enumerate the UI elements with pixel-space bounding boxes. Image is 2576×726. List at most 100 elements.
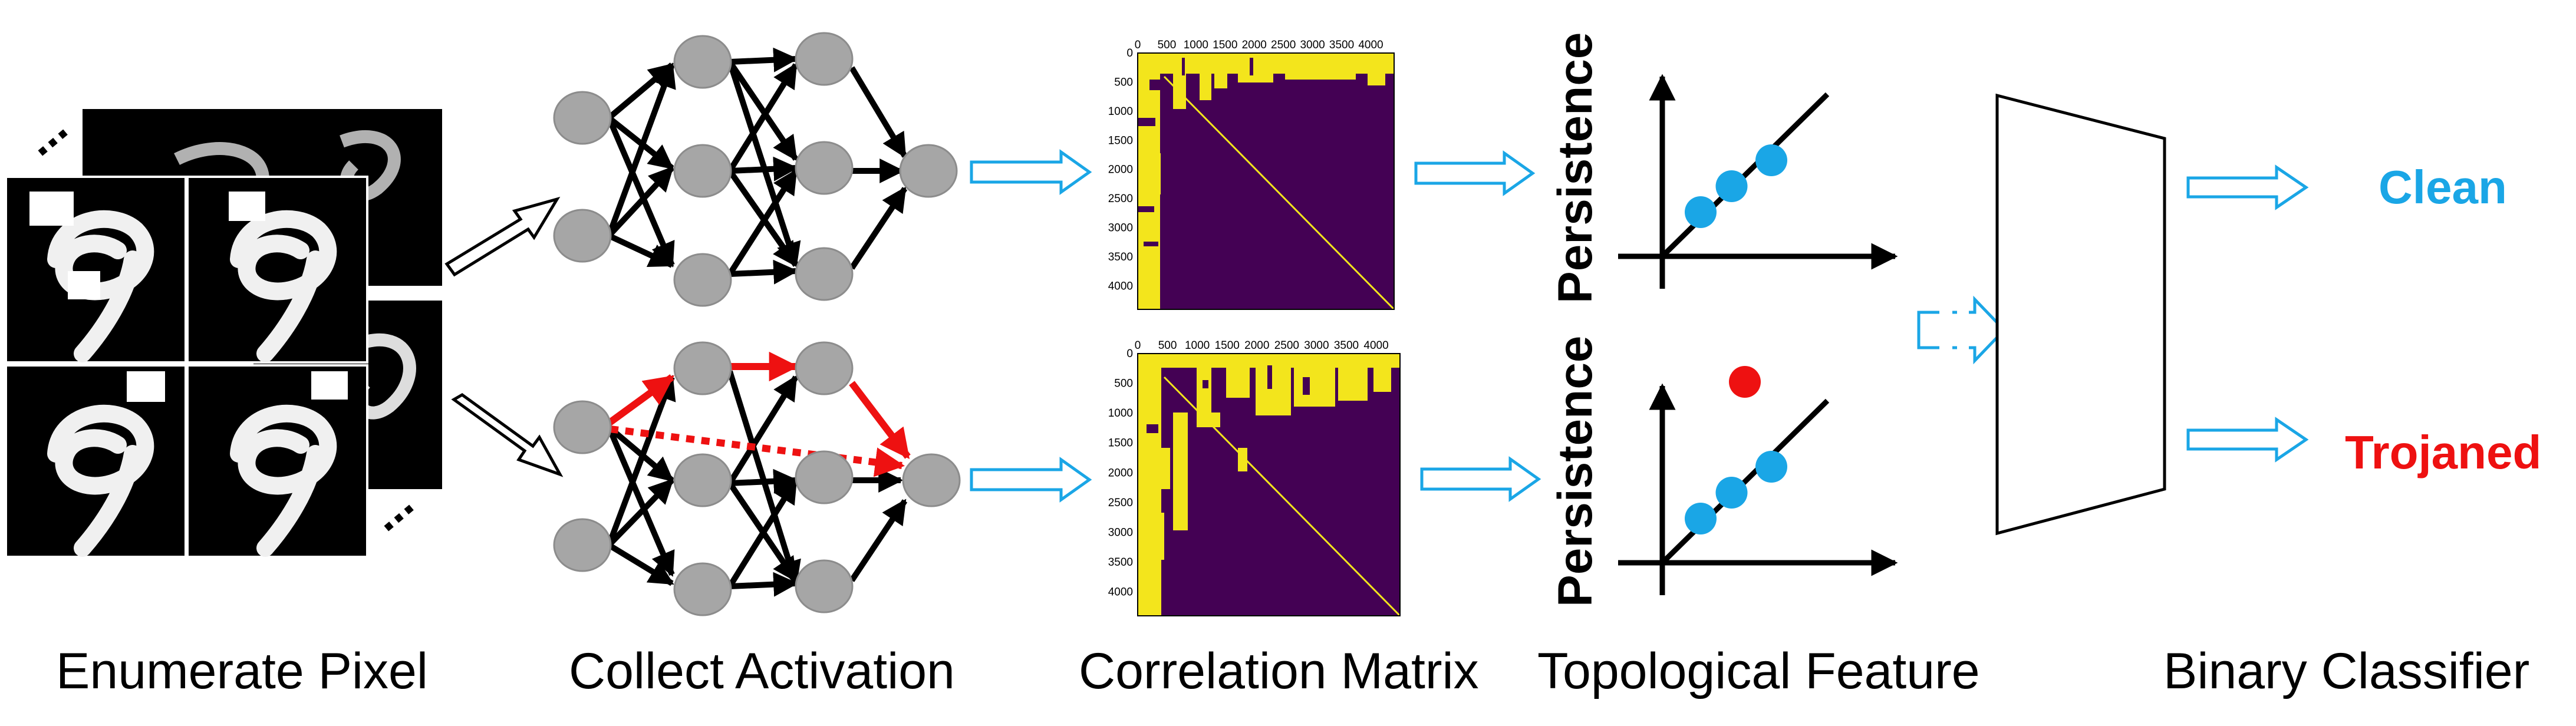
persistence-point-1 xyxy=(1715,170,1748,202)
stage-labels: Enumerate Pixel Collect Activation Corre… xyxy=(56,643,2529,699)
digit-image-bottom-right xyxy=(186,364,368,558)
digit-image-stack: ... ... xyxy=(5,100,442,558)
neuron xyxy=(902,453,961,507)
arrow-to-matrix-bottom xyxy=(970,457,1092,503)
digit-image-bottom-left xyxy=(5,364,187,558)
matrix-top-y-tick-1: 500 xyxy=(1114,76,1133,88)
matrix-bottom-x-tick-3: 1500 xyxy=(1215,339,1240,352)
stage-label-binary-classifier: Binary Classifier xyxy=(2163,643,2529,699)
neuron xyxy=(553,518,612,572)
matrix-top-x-tick-0: 0 xyxy=(1135,39,1141,51)
matrix-bottom-x-tick-4: 2000 xyxy=(1244,339,1269,352)
persistence-point-2 xyxy=(1755,144,1787,176)
arrow-to-topology-bottom xyxy=(1420,456,1541,502)
matrix-top-y-tick-4: 2000 xyxy=(1108,164,1133,176)
persistence-point-0 xyxy=(1685,196,1717,228)
neuron xyxy=(795,32,854,86)
matrix-top-x-tick-4: 2000 xyxy=(1242,39,1267,51)
network-trojaned xyxy=(553,341,961,616)
stage-label-collect-activation: Collect Activation xyxy=(569,643,955,699)
matrix-top-x-tick-5: 2500 xyxy=(1271,39,1296,51)
arrow-to-trojaned xyxy=(2186,417,2309,463)
arrow-to-topology-top xyxy=(1414,150,1536,196)
stage-label-correlation-matrix: Correlation Matrix xyxy=(1079,643,1479,699)
output-clean-label: Clean xyxy=(2379,161,2507,213)
arrow-to-matrix-top xyxy=(970,149,1092,195)
neuron xyxy=(899,144,958,198)
stage-label-enumerate-pixel: Enumerate Pixel xyxy=(56,643,428,699)
matrix-top-y-tick-6: 3000 xyxy=(1108,222,1133,235)
neuron xyxy=(553,400,612,454)
matrix-top-x-tick-1: 500 xyxy=(1158,39,1177,51)
neuron xyxy=(553,91,612,145)
matrix-bottom-y-tick-4: 2000 xyxy=(1108,467,1133,479)
matrix-bottom-y-tick-0: 0 xyxy=(1126,348,1133,360)
arrow-to-classifier xyxy=(1917,295,2007,365)
matrix-bottom-x-tick-2: 1000 xyxy=(1185,339,1210,352)
matrix-bottom-x-tick-0: 0 xyxy=(1135,339,1141,352)
matrix-bottom-y-tick-5: 2500 xyxy=(1108,497,1133,509)
digit-image-top-right xyxy=(186,176,368,364)
matrix-top-x-tick-6: 3000 xyxy=(1300,39,1325,51)
matrix-top-x-tick-2: 1000 xyxy=(1184,39,1208,51)
matrix-bottom-y-tick-1: 500 xyxy=(1114,378,1133,390)
persistence-point-0 xyxy=(1685,503,1717,534)
network-clean xyxy=(553,32,958,307)
persistence-outlier-point-0 xyxy=(1729,366,1761,398)
persistence-diagram-clean: Persistence xyxy=(1549,32,1898,303)
matrix-top-x-tick-7: 3500 xyxy=(1329,39,1354,51)
trigger-patch xyxy=(68,271,100,299)
matrix-bottom-x-tick-1: 500 xyxy=(1158,339,1177,352)
output-trojaned-label: Trojaned xyxy=(2345,426,2541,478)
correlation-matrix-top: 0 500 1000 1500 2000 2500 3000 3500 4000 0 500 100… xyxy=(1108,39,1395,311)
arrow-to-network-top xyxy=(444,196,561,277)
persistence-point-2 xyxy=(1755,451,1787,483)
neuron xyxy=(553,209,612,263)
persistence-diagram-trojaned: Persistence xyxy=(1549,336,1898,607)
matrix-bottom-x-tick-8: 4000 xyxy=(1363,339,1388,352)
neuron xyxy=(673,253,732,307)
matrix-top-y-tick-8: 4000 xyxy=(1108,280,1133,292)
matrix-bottom-x-tick-7: 3500 xyxy=(1334,339,1359,352)
trigger-patch xyxy=(229,192,265,221)
matrix-top-x-tick-3: 1500 xyxy=(1213,39,1237,51)
matrix-top-x-tick-8: 4000 xyxy=(1358,39,1383,51)
correlation-matrix-bottom: 0 500 1000 1500 2000 2500 3000 3500 4000 0 500 100… xyxy=(1108,339,1401,617)
neuron xyxy=(795,247,854,301)
neuron xyxy=(795,341,854,395)
matrix-bottom-y-tick-7: 3500 xyxy=(1108,556,1133,569)
stage-label-topological-feature: Topological Feature xyxy=(1537,643,1980,699)
trigger-patch xyxy=(127,371,165,402)
matrix-top-y-tick-2: 1000 xyxy=(1108,105,1133,118)
matrix-bottom-y-tick-3: 1500 xyxy=(1108,437,1133,450)
digit-image-top-left xyxy=(5,176,187,364)
persistence-point-1 xyxy=(1715,477,1748,509)
neuron xyxy=(673,453,732,507)
persistence-axis-label: Persistence xyxy=(1549,336,1602,607)
neuron xyxy=(795,450,854,504)
neuron xyxy=(795,141,854,195)
arrow-to-clean xyxy=(2186,164,2309,210)
arrow-to-network-bottom xyxy=(451,393,564,477)
ellipsis-top: ... xyxy=(13,100,77,166)
matrix-bottom-x-tick-5: 2500 xyxy=(1274,339,1299,352)
neuron xyxy=(795,559,854,613)
persistence-axis-label: Persistence xyxy=(1549,32,1602,303)
matrix-bottom-x-tick-6: 3000 xyxy=(1304,339,1329,352)
matrix-top-y-tick-0: 0 xyxy=(1126,47,1133,60)
classifier-trapezoid xyxy=(1995,93,2166,536)
neuron xyxy=(673,144,732,198)
neuron xyxy=(673,562,732,616)
matrix-top-y-tick-7: 3500 xyxy=(1108,251,1133,263)
digit-image-grid xyxy=(5,176,368,558)
trigger-patch xyxy=(311,371,348,400)
neuron xyxy=(673,341,732,395)
trigger-patch xyxy=(29,192,74,226)
matrix-bottom-y-tick-2: 1000 xyxy=(1108,407,1133,420)
neuron xyxy=(673,35,732,89)
matrix-bottom-y-tick-8: 4000 xyxy=(1108,586,1133,599)
matrix-top-y-tick-3: 1500 xyxy=(1108,134,1133,147)
matrix-bottom-y-tick-6: 3000 xyxy=(1108,526,1133,539)
matrix-top-y-tick-5: 2500 xyxy=(1108,193,1133,205)
